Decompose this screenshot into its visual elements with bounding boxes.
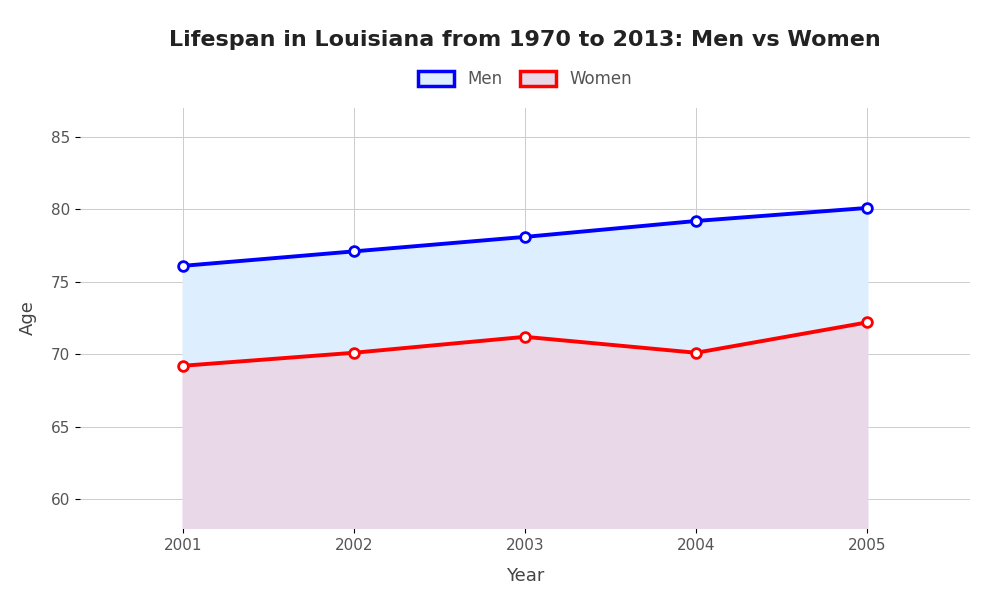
Y-axis label: Age: Age [19, 301, 37, 335]
Title: Lifespan in Louisiana from 1970 to 2013: Men vs Women: Lifespan in Louisiana from 1970 to 2013:… [169, 29, 881, 49]
X-axis label: Year: Year [506, 566, 544, 584]
Legend: Men, Women: Men, Women [409, 62, 641, 97]
